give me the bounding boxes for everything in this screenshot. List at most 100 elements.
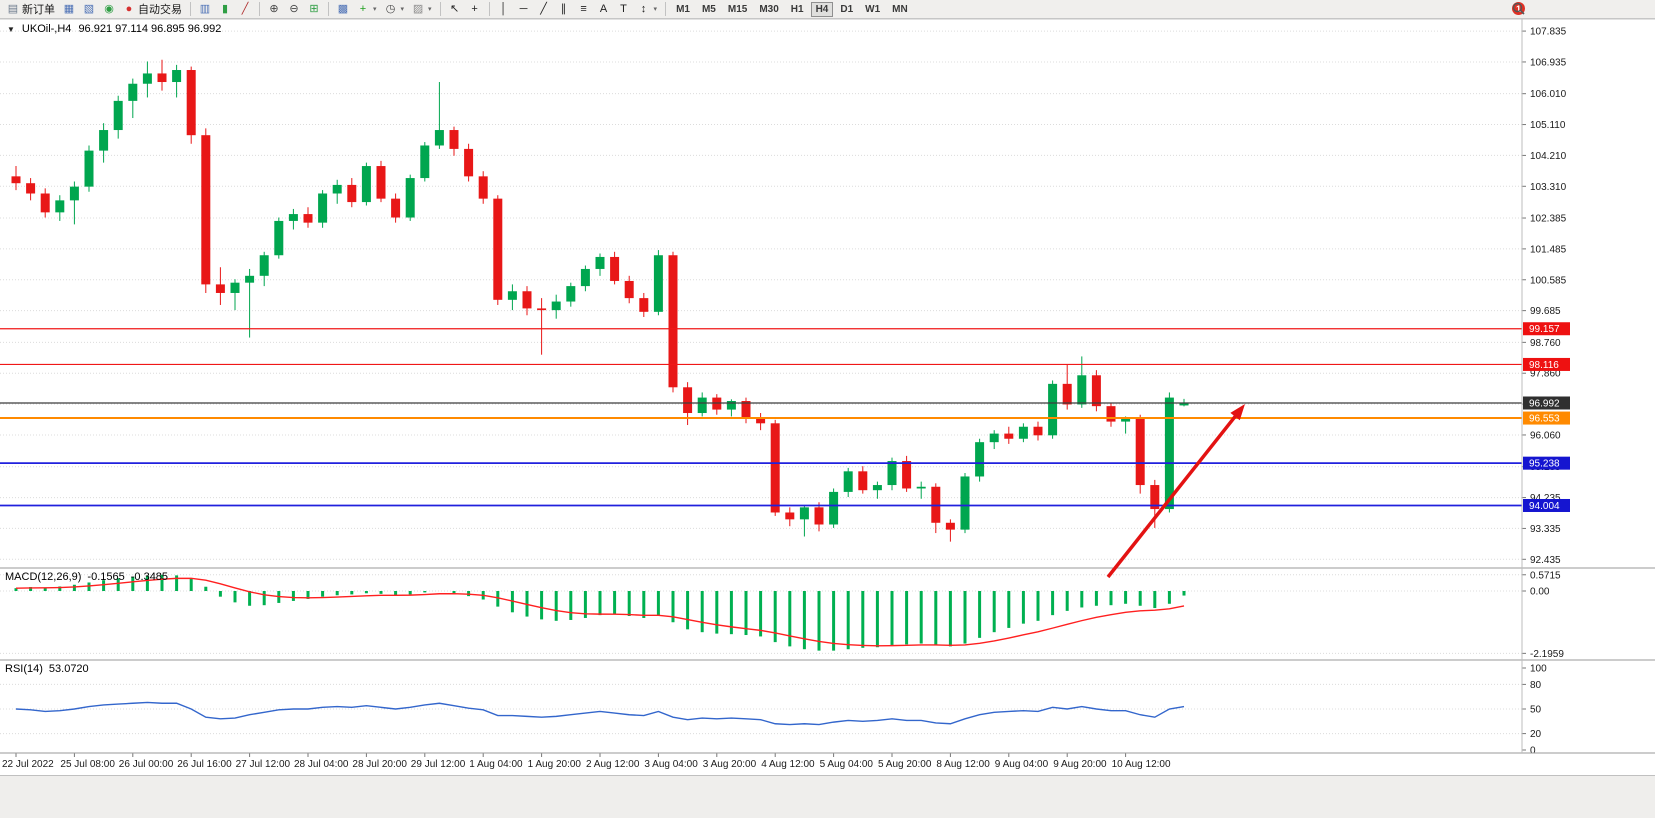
macd-name: MACD(12,26,9) [5,571,82,583]
toolbar-separator [190,2,191,16]
chart-ohlc-readout: 96.921 97.114 96.895 96.992 [78,23,222,35]
horizontal-price-lines[interactable] [0,328,1522,507]
svg-text:10 Aug 12:00: 10 Aug 12:00 [1112,759,1171,770]
chart-header: ▼ UKOil-,H4 96.921 97.114 96.895 96.992 [7,23,221,35]
timeframe-h4-button[interactable]: H4 [810,1,834,17]
macd-indicator: 0.5715 0.00 -2.1959 [0,570,1564,660]
svg-text:26 Jul 16:00: 26 Jul 16:00 [177,759,232,770]
toolbar-separator [259,2,260,16]
svg-text:5 Aug 20:00: 5 Aug 20:00 [878,759,932,770]
auto-trading-button-label: 自动交易 [138,4,182,16]
timeframe-d1-button[interactable]: D1 [835,2,858,17]
svg-text:101.485: 101.485 [1530,244,1567,255]
toolbar-separator [439,2,441,16]
zoom-out-icon: ⊖ [289,2,299,15]
svg-text:106.935: 106.935 [1530,57,1567,68]
svg-text:103.310: 103.310 [1530,182,1567,193]
timeframe-m1-button[interactable]: M1 [671,2,695,17]
channel-button[interactable]: ∥ [554,1,574,18]
timeframe-m15-button[interactable]: M15 [723,2,752,17]
macd-value-signal: -0.3485 [130,571,169,583]
text-icon: A [599,2,608,15]
zoom-in-button[interactable]: ⊕ [264,1,284,18]
svg-text:99.157: 99.157 [1529,324,1560,335]
toolbar-separator [488,2,490,16]
svg-text:28 Jul 04:00: 28 Jul 04:00 [294,759,349,770]
svg-text:1 Aug 20:00: 1 Aug 20:00 [528,759,582,770]
toolbar-right: 1 [1512,2,1525,15]
svg-text:107.835: 107.835 [1530,27,1567,38]
text-button[interactable]: A [594,1,614,18]
timeframe-mn-button[interactable]: MN [887,2,913,17]
profiles-icon: ▧ [83,2,95,15]
new-order-button[interactable]: ▤ 新订单 [3,1,59,18]
vertical-line-icon: │ [500,2,507,15]
svg-text:99.685: 99.685 [1530,306,1561,317]
svg-text:3 Aug 20:00: 3 Aug 20:00 [703,759,757,770]
svg-text:95.238: 95.238 [1529,459,1560,470]
svg-text:104.210: 104.210 [1530,151,1567,162]
arrow-objects-icon: ↕ [640,2,647,15]
svg-text:4 Aug 12:00: 4 Aug 12:00 [761,759,815,770]
svg-text:26 Jul 00:00: 26 Jul 00:00 [119,759,174,770]
trendline-button[interactable]: ╱ [534,1,554,18]
search-icon[interactable] [1512,2,1525,15]
zoom-out-button[interactable]: ⊖ [284,1,304,18]
periods-button[interactable]: ◷ ▾ [381,1,409,18]
arrange-charts-button[interactable]: ▩ [333,1,353,18]
fibonacci-icon: ≡ [580,2,587,15]
dropdown-arrow-icon: ▾ [373,6,377,13]
timeframe-h1-button[interactable]: H1 [786,2,809,17]
toolbar: ▤ 新订单 ▦ ▧ ◉ ● 自动交易 ▥ ▮ ╱ ⊕ ⊖ ⊞ ▩ + ▾ ◷ ▾ ▨ ▾ ↖ + │ ─ ╱ ∥ ≡ A T ↕ ▾ M1 M5… [0,0,1655,19]
text-label-button[interactable]: T [614,1,634,18]
crosshair-button[interactable]: + [465,1,485,18]
chart-title: UKOil-,H4 [21,23,72,35]
timeframe-w1-button[interactable]: W1 [860,2,885,17]
new-order-button-label: 新订单 [22,4,55,16]
auto-trading-button[interactable]: ● 自动交易 [119,1,186,18]
channel-icon: ∥ [560,2,567,15]
svg-text:94.235: 94.235 [1530,493,1561,504]
market-watch-button[interactable]: ◉ [99,1,119,18]
price-axis: 107.835 106.935 106.010 105.110 104.210 103.3… [1522,27,1567,566]
indicators-button[interactable]: + ▾ [353,1,381,18]
candlestick-icon: ▮ [221,2,229,15]
crosshair-icon: + [471,2,478,15]
horizontal-line-icon: ─ [519,2,528,15]
tile-windows-button[interactable]: ⊞ [304,1,324,18]
zoom-in-icon: ⊕ [269,2,279,15]
dropdown-arrow-icon: ▾ [653,6,658,13]
new-chart-button[interactable]: ▦ [59,1,79,18]
bar-chart-button[interactable]: ▥ [195,1,215,18]
price-line-tags[interactable]: 99.157 98.116 96.992 96.553 95.238 94.004 [1523,322,1570,512]
candlestick-button[interactable]: ▮ [215,1,235,18]
profiles-button[interactable]: ▧ [79,1,99,18]
time-axis: 22 Jul 2022 25 Jul 08:00 26 Jul 00:00 26 Ju… [2,753,1171,770]
toolbar-separator [328,2,329,16]
line-chart-button[interactable]: ╱ [235,1,255,18]
rsi-name: RSI(14) [5,663,43,675]
svg-text:0.5715: 0.5715 [1530,570,1561,581]
trend-arrow-annotation[interactable] [1106,404,1245,579]
horizontal-line-button[interactable]: ─ [514,1,534,18]
svg-text:50: 50 [1530,705,1542,716]
one-click-trading-toggle[interactable]: ▼ [7,24,15,34]
timeframe-m30-button[interactable]: M30 [754,2,783,17]
svg-text:96.553: 96.553 [1529,414,1560,425]
macd-value-main: -0.1565 [87,571,125,583]
svg-text:29 Jul 12:00: 29 Jul 12:00 [411,759,466,770]
templates-button[interactable]: ▨ ▾ [408,1,436,18]
fibonacci-button[interactable]: ≡ [574,1,594,18]
cursor-icon: ↖ [449,2,460,15]
vertical-line-button[interactable]: │ [494,1,514,18]
cursor-button[interactable]: ↖ [445,1,465,18]
timeframe-m5-button[interactable]: M5 [697,2,721,17]
market-watch-icon: ◉ [104,2,114,15]
arrows-button[interactable]: ↕ ▾ [634,1,662,18]
svg-text:2 Aug 12:00: 2 Aug 12:00 [586,759,640,770]
toolbar-separator [665,2,667,16]
dropdown-arrow-icon: ▾ [400,6,405,13]
svg-text:1 Aug 04:00: 1 Aug 04:00 [469,759,523,770]
svg-text:8 Aug 12:00: 8 Aug 12:00 [936,759,990,770]
